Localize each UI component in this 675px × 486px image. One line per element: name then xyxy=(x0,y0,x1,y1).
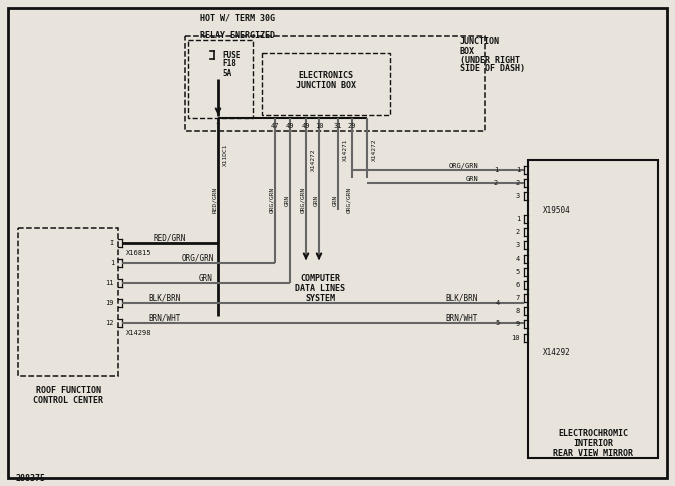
Text: JUNCTION BOX: JUNCTION BOX xyxy=(296,82,356,90)
Text: ELECTROCHROMIC: ELECTROCHROMIC xyxy=(558,429,628,437)
Text: GRN: GRN xyxy=(313,194,319,206)
Text: 5A: 5A xyxy=(222,69,232,77)
Text: FUSE: FUSE xyxy=(222,51,240,59)
Text: 3: 3 xyxy=(516,193,520,199)
Text: 11: 11 xyxy=(105,280,114,286)
Bar xyxy=(188,40,253,118)
Text: ELECTRONICS: ELECTRONICS xyxy=(298,70,354,80)
Text: 5: 5 xyxy=(495,320,500,326)
Text: BOX: BOX xyxy=(460,47,475,55)
Text: 47: 47 xyxy=(271,123,279,129)
Text: BRN/WHT: BRN/WHT xyxy=(148,313,180,323)
Text: HOT W/ TERM 30G: HOT W/ TERM 30G xyxy=(200,14,275,22)
Text: GRN: GRN xyxy=(284,194,290,206)
Text: GRN: GRN xyxy=(465,176,478,182)
Text: RED/GRN: RED/GRN xyxy=(154,233,186,243)
Text: 5: 5 xyxy=(516,269,520,275)
Text: BRN/WHT: BRN/WHT xyxy=(446,313,478,323)
Text: 7: 7 xyxy=(516,295,520,301)
Text: X14272: X14272 xyxy=(310,149,315,171)
Text: 1: 1 xyxy=(516,167,520,173)
Text: 7: 7 xyxy=(216,123,220,129)
Text: ORG/GRN: ORG/GRN xyxy=(300,187,306,213)
Bar xyxy=(185,36,485,131)
Text: RED/GRN: RED/GRN xyxy=(213,187,217,213)
Text: 12: 12 xyxy=(105,320,114,326)
Text: SIDE OF DASH): SIDE OF DASH) xyxy=(460,65,525,73)
Text: BLK/BRN: BLK/BRN xyxy=(446,294,478,302)
Text: 9: 9 xyxy=(516,321,520,327)
Text: 1: 1 xyxy=(110,260,114,266)
Text: 1: 1 xyxy=(493,167,498,173)
Text: X14298: X14298 xyxy=(126,330,151,336)
Text: X14292: X14292 xyxy=(543,347,571,357)
Text: 288375: 288375 xyxy=(16,473,46,483)
Text: 1: 1 xyxy=(516,216,520,222)
Text: ROOF FUNCTION: ROOF FUNCTION xyxy=(36,385,101,395)
Text: 4: 4 xyxy=(495,300,500,306)
Text: 2: 2 xyxy=(493,180,498,186)
Bar xyxy=(18,228,118,376)
Text: 6: 6 xyxy=(516,282,520,288)
Text: 8: 8 xyxy=(516,308,520,314)
Text: GRN: GRN xyxy=(199,274,213,282)
Text: ORG/GRN: ORG/GRN xyxy=(448,163,478,169)
Text: DATA LINES: DATA LINES xyxy=(295,283,345,293)
Text: 2: 2 xyxy=(516,229,520,235)
Text: ORG/GRN: ORG/GRN xyxy=(346,187,352,213)
Text: X14271: X14271 xyxy=(342,139,348,161)
Text: GRN: GRN xyxy=(333,194,338,206)
Text: 19: 19 xyxy=(105,300,114,306)
Text: BLK/BRN: BLK/BRN xyxy=(148,294,180,302)
Text: 2: 2 xyxy=(516,180,520,186)
Text: X19504: X19504 xyxy=(543,206,571,214)
Text: 4: 4 xyxy=(516,256,520,262)
Text: 49: 49 xyxy=(286,123,294,129)
Text: F18: F18 xyxy=(222,59,236,69)
Text: ORG/GRN: ORG/GRN xyxy=(269,187,275,213)
Bar xyxy=(262,53,390,115)
Text: (UNDER RIGHT: (UNDER RIGHT xyxy=(460,55,520,65)
Text: 49: 49 xyxy=(302,123,311,129)
Text: INTERIOR: INTERIOR xyxy=(573,438,613,448)
Text: SYSTEM: SYSTEM xyxy=(305,294,335,302)
Text: RELAY ENERGIZED: RELAY ENERGIZED xyxy=(200,31,275,39)
Text: 10: 10 xyxy=(315,123,323,129)
Text: CONTROL CENTER: CONTROL CENTER xyxy=(33,396,103,404)
Text: JUNCTION: JUNCTION xyxy=(460,37,500,47)
Text: X14272: X14272 xyxy=(371,139,377,161)
Text: 10: 10 xyxy=(512,335,520,341)
Text: X16815: X16815 xyxy=(126,250,151,256)
Text: REAR VIEW MIRROR: REAR VIEW MIRROR xyxy=(553,449,633,457)
Text: I: I xyxy=(110,240,114,246)
Text: COMPUTER: COMPUTER xyxy=(300,274,340,282)
Text: 29: 29 xyxy=(348,123,356,129)
Text: 3: 3 xyxy=(516,242,520,248)
Text: ORG/GRN: ORG/GRN xyxy=(182,254,214,262)
Bar xyxy=(528,160,658,458)
Text: X11DC1: X11DC1 xyxy=(223,144,227,166)
Text: 31: 31 xyxy=(333,123,342,129)
